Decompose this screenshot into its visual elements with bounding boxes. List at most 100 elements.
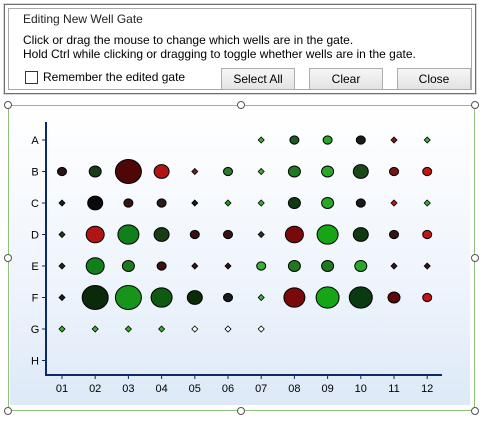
well-B05[interactable]	[191, 167, 199, 176]
well-B01[interactable]	[57, 166, 67, 177]
well-B03[interactable]	[114, 159, 142, 184]
well-F06[interactable]	[223, 292, 233, 303]
column-label-09: 09	[321, 383, 333, 395]
well-E03[interactable]	[121, 259, 135, 273]
well-A11[interactable]	[390, 136, 398, 144]
well-D01[interactable]	[58, 230, 66, 239]
well-F08[interactable]	[283, 287, 306, 308]
well-B10[interactable]	[352, 164, 369, 179]
well-B08[interactable]	[287, 165, 301, 178]
plate-wells[interactable]	[57, 135, 433, 333]
well-C07[interactable]	[257, 199, 265, 207]
well-G06[interactable]	[224, 325, 232, 333]
well-F02[interactable]	[81, 285, 109, 310]
well-F11[interactable]	[387, 291, 401, 304]
well-B09[interactable]	[321, 165, 335, 178]
well-E07[interactable]	[256, 261, 267, 271]
well-G01[interactable]	[58, 325, 66, 333]
well-E01[interactable]	[58, 262, 66, 270]
column-label-12: 12	[421, 383, 433, 395]
resize-handle-bottom-right[interactable]	[471, 407, 479, 415]
well-A09[interactable]	[322, 135, 333, 145]
well-F01[interactable]	[58, 293, 66, 302]
well-A12[interactable]	[423, 136, 431, 144]
well-D11[interactable]	[389, 229, 399, 240]
well-E11[interactable]	[390, 262, 398, 270]
well-B11[interactable]	[389, 166, 399, 177]
well-D09[interactable]	[316, 224, 339, 245]
clear-button[interactable]: Clear	[309, 68, 383, 90]
well-A07[interactable]	[257, 136, 265, 144]
well-D12[interactable]	[422, 229, 433, 240]
well-D05[interactable]	[189, 229, 200, 240]
close-button[interactable]: Close	[397, 68, 471, 90]
well-G03[interactable]	[124, 325, 132, 333]
well-F07[interactable]	[257, 293, 265, 302]
column-label-06: 06	[222, 383, 234, 395]
well-B04[interactable]	[153, 164, 170, 179]
well-D08[interactable]	[284, 225, 304, 244]
well-A10[interactable]	[355, 135, 366, 145]
well-D02[interactable]	[85, 225, 105, 244]
well-B12[interactable]	[422, 166, 433, 177]
resize-handle-middle-left[interactable]	[4, 254, 12, 262]
column-label-04: 04	[155, 383, 167, 395]
well-E06[interactable]	[224, 262, 232, 270]
well-G04[interactable]	[158, 325, 166, 333]
well-D04[interactable]	[153, 227, 170, 242]
well-B06[interactable]	[223, 166, 233, 177]
well-C02[interactable]	[87, 195, 104, 211]
well-C04[interactable]	[156, 198, 167, 208]
well-E05[interactable]	[191, 262, 199, 270]
row-label-A: A	[31, 135, 39, 147]
well-E08[interactable]	[287, 259, 301, 273]
well-C11[interactable]	[390, 199, 398, 207]
well-D06[interactable]	[223, 229, 233, 240]
well-C10[interactable]	[355, 198, 366, 208]
well-A08[interactable]	[289, 135, 300, 145]
well-C03[interactable]	[123, 198, 134, 208]
well-B02[interactable]	[88, 165, 102, 178]
well-F12[interactable]	[422, 292, 433, 303]
checkbox-icon[interactable]	[25, 70, 38, 84]
well-D10[interactable]	[352, 227, 369, 242]
row-label-B: B	[31, 167, 38, 179]
instruction-text-2: Hold Ctrl while clicking or dragging to …	[23, 47, 416, 61]
well-E04[interactable]	[156, 261, 167, 271]
well-E09[interactable]	[321, 259, 335, 273]
well-D07[interactable]	[257, 230, 265, 239]
well-F03[interactable]	[114, 285, 142, 310]
resize-handle-bottom-left[interactable]	[4, 407, 12, 415]
well-C08[interactable]	[287, 196, 301, 210]
well-F05[interactable]	[186, 290, 203, 305]
select-all-button[interactable]: Select All	[221, 68, 295, 90]
gate-editor-dialog: Editing New Well Gate Click or drag the …	[4, 4, 476, 94]
well-C09[interactable]	[321, 196, 335, 210]
well-E10[interactable]	[354, 259, 368, 273]
row-label-C: C	[31, 198, 39, 210]
resize-handle-top-left[interactable]	[4, 101, 12, 109]
well-F04[interactable]	[150, 287, 173, 308]
well-D03[interactable]	[117, 224, 140, 245]
well-C12[interactable]	[423, 199, 431, 207]
row-label-F: F	[32, 293, 39, 305]
remember-gate-checkbox[interactable]: Remember the edited gate	[25, 69, 185, 85]
resize-handle-bottom-center[interactable]	[237, 407, 245, 415]
resize-handle-top-center[interactable]	[237, 101, 245, 109]
well-F10[interactable]	[348, 286, 373, 309]
well-C06[interactable]	[224, 199, 232, 207]
well-G05[interactable]	[191, 325, 199, 333]
well-C01[interactable]	[58, 199, 66, 207]
well-E02[interactable]	[85, 257, 105, 275]
well-F09[interactable]	[315, 286, 340, 309]
well-C05[interactable]	[191, 199, 199, 207]
resize-handle-middle-right[interactable]	[471, 254, 479, 262]
well-B07[interactable]	[257, 167, 265, 176]
well-E12[interactable]	[423, 262, 431, 270]
plate-axis-labels: A B C D E F G H 01 02 03 04 05 06 07 08 09 10 11 12	[31, 135, 434, 395]
column-label-03: 03	[122, 383, 134, 395]
well-G02[interactable]	[91, 325, 99, 333]
well-G07[interactable]	[257, 325, 265, 333]
resize-handle-top-right[interactable]	[471, 101, 479, 109]
